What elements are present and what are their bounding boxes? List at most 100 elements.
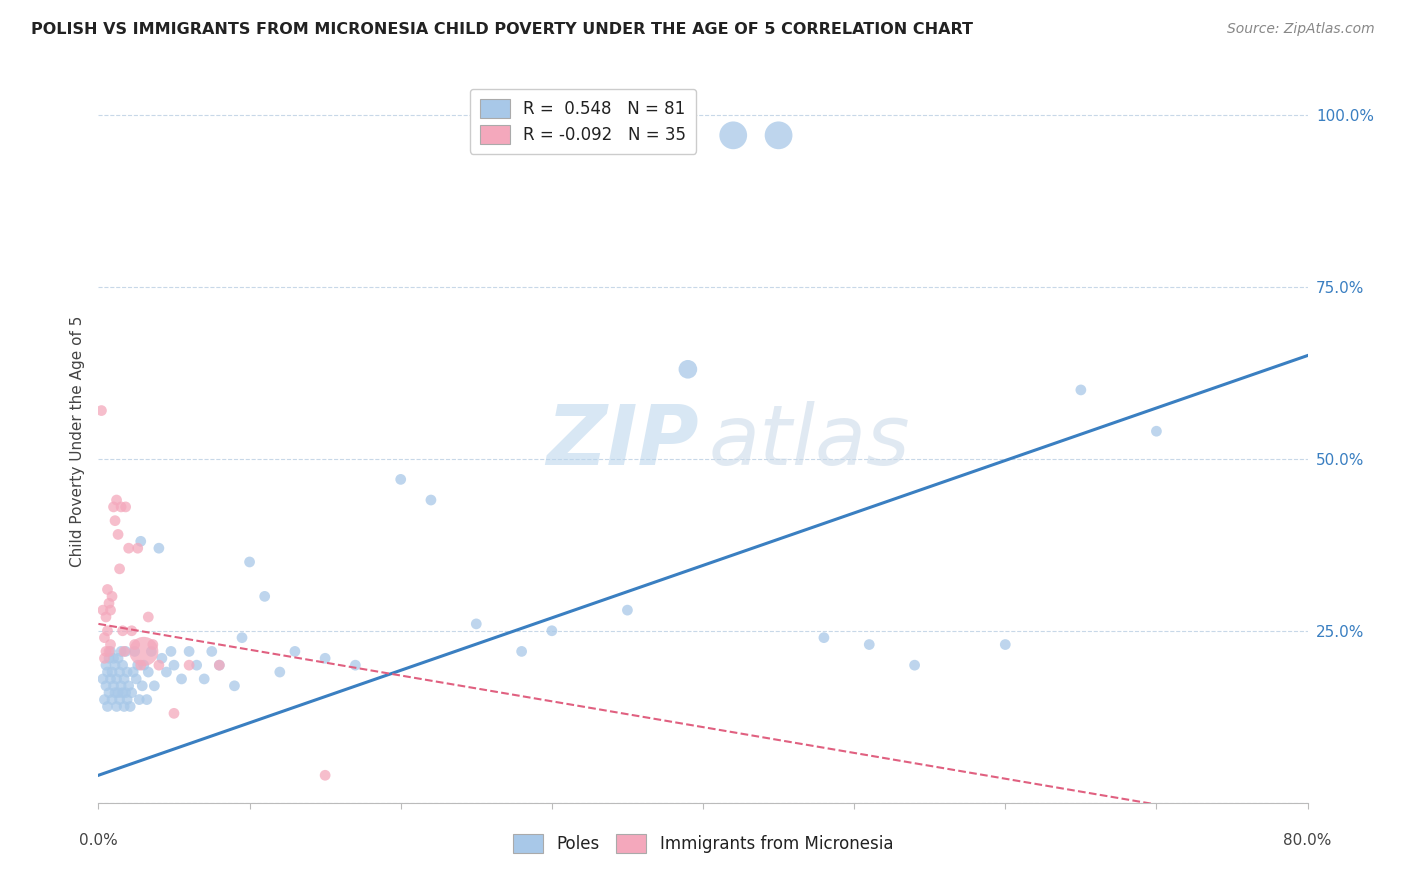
Point [96, 624, 118, 638]
Point [114, 500, 136, 514]
Point [128, 692, 150, 706]
Text: POLISH VS IMMIGRANTS FROM MICRONESIA CHILD POVERTY UNDER THE AGE OF 5 CORRELATIO: POLISH VS IMMIGRANTS FROM MICRONESIA CHI… [31, 22, 973, 37]
Point [510, 644, 533, 658]
Point [94, 679, 117, 693]
Point [186, 658, 208, 673]
Point [1070, 383, 1092, 397]
Point [120, 699, 142, 714]
Point [121, 624, 143, 638]
Text: 80.0%: 80.0% [1284, 833, 1331, 848]
Point [179, 644, 201, 658]
Point [93, 651, 115, 665]
Point [904, 658, 927, 673]
Point [98, 644, 121, 658]
Point [994, 638, 1017, 652]
Point [132, 658, 155, 673]
Point [143, 679, 166, 693]
Point [269, 665, 291, 679]
Point [858, 638, 880, 652]
Point [239, 555, 262, 569]
Point [103, 500, 125, 514]
Point [148, 541, 170, 556]
Point [96, 699, 118, 714]
Point [91, 603, 114, 617]
Point [124, 638, 146, 652]
Point [676, 362, 699, 376]
Point [101, 665, 124, 679]
Point [93, 692, 115, 706]
Point [135, 692, 157, 706]
Point [201, 644, 224, 658]
Point [616, 603, 638, 617]
Point [420, 493, 443, 508]
Point [124, 644, 146, 658]
Point [160, 644, 183, 658]
Point [1144, 424, 1167, 438]
Point [163, 706, 186, 721]
Point [389, 472, 412, 486]
Point [107, 651, 129, 665]
Point [107, 686, 129, 700]
Point [540, 624, 562, 638]
Point [208, 658, 231, 673]
Point [90, 403, 112, 417]
Point [108, 692, 131, 706]
Point [103, 679, 125, 693]
Point [129, 534, 152, 549]
Point [100, 672, 122, 686]
Point [284, 644, 307, 658]
Point [125, 672, 148, 686]
Point [344, 658, 367, 673]
Point [314, 651, 336, 665]
Point [100, 638, 122, 652]
Point [104, 658, 127, 673]
Point [105, 493, 128, 508]
Point [100, 603, 122, 617]
Point [110, 644, 132, 658]
Point [114, 686, 136, 700]
Point [150, 651, 173, 665]
Point [136, 610, 159, 624]
Point [100, 644, 122, 658]
Point [94, 644, 117, 658]
Point [110, 679, 132, 693]
Text: Source: ZipAtlas.com: Source: ZipAtlas.com [1227, 22, 1375, 37]
Point [111, 624, 134, 638]
Point [115, 692, 138, 706]
Point [93, 631, 115, 645]
Text: 0.0%: 0.0% [79, 833, 118, 848]
Point [148, 658, 170, 673]
Point [136, 665, 159, 679]
Point [98, 596, 121, 610]
Point [105, 672, 128, 686]
Point [112, 672, 135, 686]
Point [132, 644, 155, 658]
Point [127, 541, 149, 556]
Point [122, 665, 145, 679]
Point [115, 665, 138, 679]
Point [111, 686, 134, 700]
Point [465, 616, 488, 631]
Point [91, 672, 114, 686]
Point [118, 679, 141, 693]
Point [231, 631, 253, 645]
Point [121, 686, 143, 700]
Point [103, 651, 125, 665]
Point [112, 699, 135, 714]
Point [111, 658, 134, 673]
Point [108, 562, 131, 576]
Point [118, 541, 141, 556]
Point [101, 692, 124, 706]
Point [129, 658, 152, 673]
Point [224, 679, 246, 693]
Point [105, 699, 128, 714]
Point [723, 128, 745, 143]
Point [94, 658, 117, 673]
Point [253, 590, 276, 604]
Point [131, 679, 153, 693]
Point [110, 500, 132, 514]
Legend: Poles, Immigrants from Micronesia: Poles, Immigrants from Micronesia [506, 827, 900, 860]
Point [170, 672, 193, 686]
Point [114, 644, 136, 658]
Point [104, 514, 127, 528]
